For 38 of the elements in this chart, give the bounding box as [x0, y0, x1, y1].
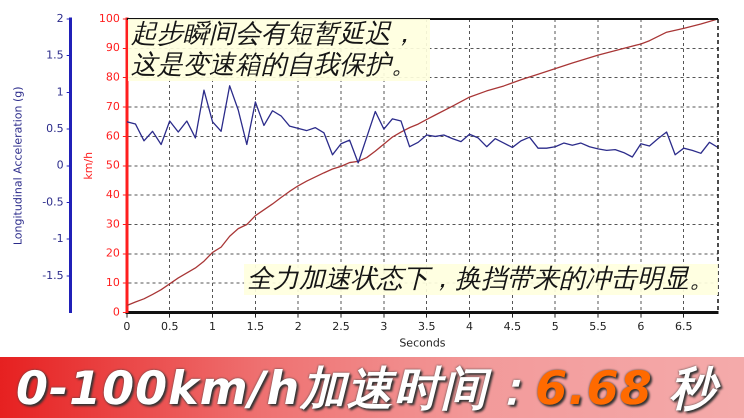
x-tick-label: 1 — [209, 320, 216, 334]
y2-tick-label: 2 — [56, 12, 64, 25]
x-tick-label: 2.5 — [332, 320, 350, 334]
y-tick-label: 90 — [106, 41, 120, 54]
x-tick-label: 0.5 — [160, 320, 178, 334]
y-tick-label: 50 — [106, 158, 120, 172]
y2-tick-label: 1 — [56, 85, 64, 98]
y2-tick-label: -0.5 — [42, 195, 64, 208]
y-tick-label: 60 — [106, 129, 120, 142]
y-tick-label: 20 — [106, 246, 120, 260]
y-tick-label: 0 — [112, 305, 120, 318]
x-tick-label: 5 — [552, 320, 559, 334]
x-tick-label: 3.5 — [418, 320, 436, 334]
y-tick-label: 80 — [106, 70, 120, 84]
y2-tick-label: -1.5 — [42, 268, 64, 282]
x-tick-label: 6 — [637, 320, 644, 334]
y-tick-label: 100 — [98, 12, 120, 25]
x-tick-label: 1.5 — [246, 320, 264, 334]
x-tick-label: 4 — [466, 320, 474, 334]
y2-tick-label: 0 — [56, 158, 64, 172]
y2-tick-label: 1.5 — [46, 48, 64, 62]
annotation: 起步瞬间会有短暂延迟，这是变速箱的自我保护。 — [128, 19, 430, 81]
x-tick-label: 4.5 — [504, 320, 522, 334]
y2-axis-title: Longitudinal Acceleration (g) — [11, 86, 24, 246]
y-tick-label: 70 — [106, 100, 120, 113]
x-tick-label: 2 — [294, 320, 302, 334]
y-tick-label: 10 — [106, 276, 120, 290]
y2-tick-label: -1 — [52, 232, 64, 246]
x-tick-label: 6.5 — [674, 320, 692, 334]
y-tick-label: 30 — [106, 217, 120, 230]
x-tick-label: 5.5 — [589, 320, 607, 334]
y-axis-title: km/h — [82, 152, 96, 180]
annotation: 全力加速状态下，换挡带来的冲击明显。 — [244, 264, 718, 295]
x-tick-label: 0 — [123, 320, 130, 334]
x-axis-title: Seconds — [399, 336, 446, 350]
y-tick-label: 40 — [106, 188, 120, 202]
x-tick-label: 3 — [380, 320, 388, 334]
y2-tick-label: 0.5 — [46, 122, 64, 135]
